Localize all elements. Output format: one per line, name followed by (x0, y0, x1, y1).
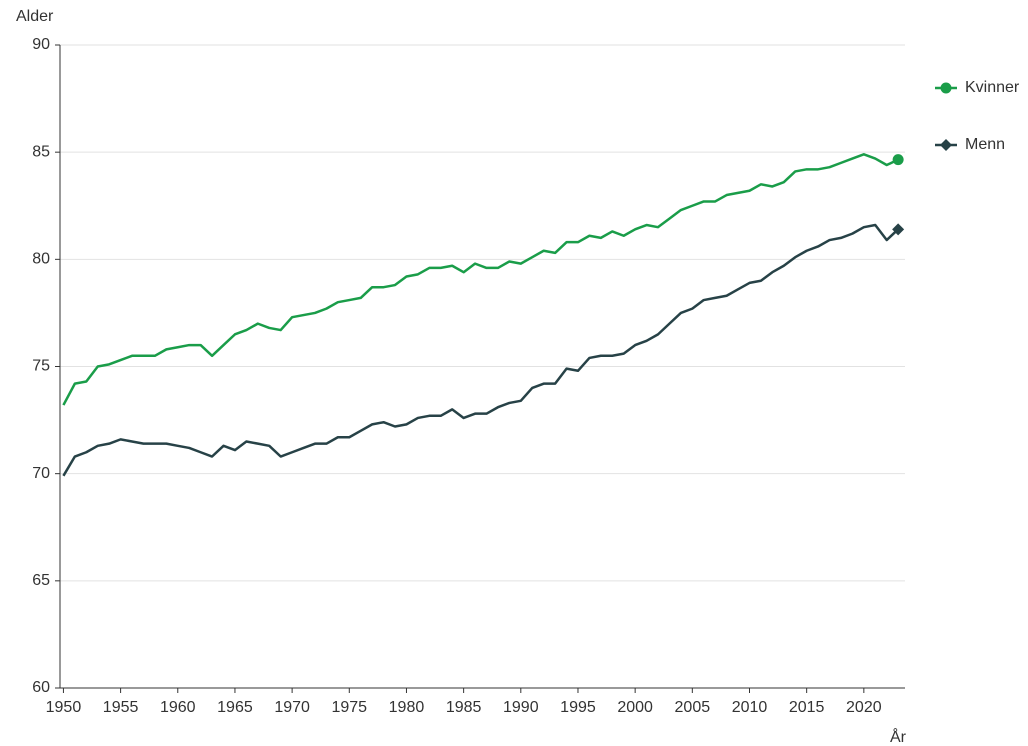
y-tick-label: 65 (32, 572, 50, 589)
y-tick-label: 80 (32, 251, 50, 268)
end-marker (892, 154, 904, 166)
x-tick-label: 1990 (503, 699, 539, 716)
x-tick-label: 1955 (103, 699, 139, 716)
y-tick-label: 60 (32, 679, 50, 696)
y-tick-label: 70 (32, 465, 50, 482)
x-tick-label: 2005 (675, 699, 711, 716)
x-tick-label: 2015 (789, 699, 825, 716)
x-tick-label: 2020 (846, 699, 882, 716)
y-tick-label: 90 (32, 36, 50, 53)
x-tick-label: 1995 (560, 699, 596, 716)
series-line (62, 223, 899, 477)
x-tick-label: 1960 (160, 699, 196, 716)
y-tick-label: 75 (32, 358, 50, 375)
x-axis-label: År (890, 727, 907, 746)
legend-marker (940, 82, 952, 94)
x-tick-label: 1975 (331, 699, 367, 716)
series-line (62, 153, 899, 406)
end-marker (892, 223, 905, 236)
x-tick-label: 1965 (217, 699, 253, 716)
x-tick-label: 1950 (46, 699, 82, 716)
x-tick-label: 2000 (617, 699, 653, 716)
x-tick-label: 2010 (732, 699, 768, 716)
y-tick-label: 85 (32, 143, 50, 160)
x-tick-label: 1970 (274, 699, 310, 716)
x-tick-label: 1985 (446, 699, 482, 716)
legend-marker (940, 139, 952, 151)
y-axis-label: Alder (16, 8, 54, 25)
x-tick-label: 1980 (389, 699, 425, 716)
legend-label: Menn (965, 136, 1005, 153)
legend-label: Kvinner (965, 79, 1020, 96)
